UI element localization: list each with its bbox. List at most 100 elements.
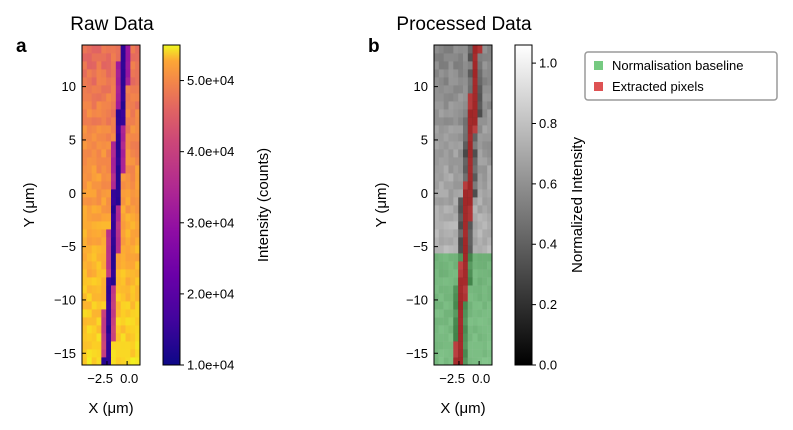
heatmap-cell — [120, 157, 126, 166]
extracted-pixel — [463, 293, 469, 302]
baseline-pixel — [477, 285, 483, 294]
heatmap-cell — [482, 61, 488, 70]
heatmap-cell — [120, 109, 126, 118]
heatmap-cell — [82, 157, 88, 166]
heatmap-cell — [86, 85, 93, 94]
heatmap-cell — [125, 341, 131, 350]
heatmap-cell — [82, 333, 88, 342]
heatmap-cell — [115, 261, 122, 270]
heatmap-cell — [111, 349, 117, 358]
heatmap-cell — [458, 181, 464, 190]
heatmap-cell — [86, 69, 93, 78]
heatmap-cell — [86, 349, 93, 358]
raw-data-axes-frame — [81, 44, 141, 366]
baseline-pixel — [463, 325, 469, 334]
heatmap-cell — [130, 205, 136, 214]
heatmap-cell — [86, 77, 93, 86]
heatmap-cell — [86, 261, 93, 270]
heatmap-cell — [463, 93, 469, 102]
heatmap-cell — [111, 197, 117, 206]
heatmap-cell — [434, 229, 440, 238]
heatmap-cell — [106, 285, 112, 294]
heatmap-cell — [82, 53, 88, 62]
baseline-pixel — [482, 357, 488, 365]
heatmap-cell — [111, 205, 117, 214]
extracted-pixel — [458, 349, 464, 358]
heatmap-cell — [82, 109, 88, 118]
heatmap-cell — [135, 101, 140, 110]
extracted-pixel — [477, 45, 483, 54]
heatmap-cell — [96, 61, 102, 70]
heatmap-cell — [101, 269, 107, 278]
processed-data-heatmap — [434, 45, 492, 365]
heatmap-cell — [106, 253, 112, 262]
heatmap-cell — [106, 61, 112, 70]
heatmap-cell — [82, 325, 88, 334]
heatmap-cell — [111, 45, 117, 54]
colorbar-tick-label: 4.0e+04 — [187, 144, 234, 159]
heatmap-cell — [82, 197, 88, 206]
baseline-pixel — [448, 253, 454, 262]
heatmap-cell — [453, 53, 459, 62]
processed-data-colorbar — [515, 45, 532, 365]
heatmap-cell — [135, 133, 140, 142]
baseline-pixel — [453, 277, 459, 286]
heatmap-cell — [91, 317, 97, 326]
heatmap-cell — [120, 237, 126, 246]
heatmap-cell — [91, 325, 97, 334]
heatmap-cell — [130, 333, 136, 342]
heatmap-cell — [438, 149, 445, 158]
heatmap-cell — [130, 157, 136, 166]
heatmap-cell — [125, 133, 131, 142]
heatmap-cell — [125, 109, 131, 118]
colorbar-tick-label: 1.0 — [539, 56, 557, 71]
heatmap-cell — [482, 197, 488, 206]
heatmap-cell — [96, 325, 102, 334]
baseline-pixel — [487, 285, 492, 294]
heatmap-cell — [458, 149, 464, 158]
heatmap-cell — [130, 293, 136, 302]
extracted-pixel — [467, 189, 474, 198]
heatmap-cell — [96, 189, 102, 198]
heatmap-cell — [125, 309, 131, 318]
heatmap-cell — [130, 109, 136, 118]
heatmap-cell — [82, 253, 88, 262]
extracted-pixel — [467, 157, 474, 166]
heatmap-cell — [125, 253, 131, 262]
heatmap-cell — [101, 85, 107, 94]
baseline-pixel — [453, 293, 459, 302]
heatmap-cell — [477, 125, 483, 134]
baseline-pixel — [438, 325, 445, 334]
heatmap-cell — [115, 181, 122, 190]
heatmap-cell — [482, 141, 488, 150]
heatmap-cell — [463, 173, 469, 182]
baseline-pixel — [472, 333, 478, 342]
heatmap-cell — [472, 157, 478, 166]
heatmap-cell — [482, 213, 488, 222]
heatmap-cell — [458, 157, 464, 166]
baseline-pixel — [443, 317, 449, 326]
heatmap-cell — [467, 61, 474, 70]
heatmap-cell — [125, 237, 131, 246]
baseline-pixel — [482, 333, 488, 342]
heatmap-cell — [135, 141, 140, 150]
baseline-pixel — [443, 269, 449, 278]
baseline-pixel — [477, 309, 483, 318]
heatmap-cell — [82, 293, 88, 302]
baseline-pixel — [438, 293, 445, 302]
heatmap-cell — [487, 157, 492, 166]
heatmap-cell — [443, 69, 449, 78]
heatmap-cell — [82, 117, 88, 126]
heatmap-cell — [477, 181, 483, 190]
baseline-pixel — [482, 277, 488, 286]
heatmap-cell — [111, 181, 117, 190]
heatmap-cell — [86, 197, 93, 206]
heatmap-cell — [135, 189, 140, 198]
heatmap-cell — [125, 285, 131, 294]
heatmap-cell — [125, 269, 131, 278]
heatmap-cell — [101, 61, 107, 70]
heatmap-cell — [111, 309, 117, 318]
extracted-pixel — [458, 285, 464, 294]
heatmap-cell — [91, 269, 97, 278]
heatmap-cell — [120, 213, 126, 222]
